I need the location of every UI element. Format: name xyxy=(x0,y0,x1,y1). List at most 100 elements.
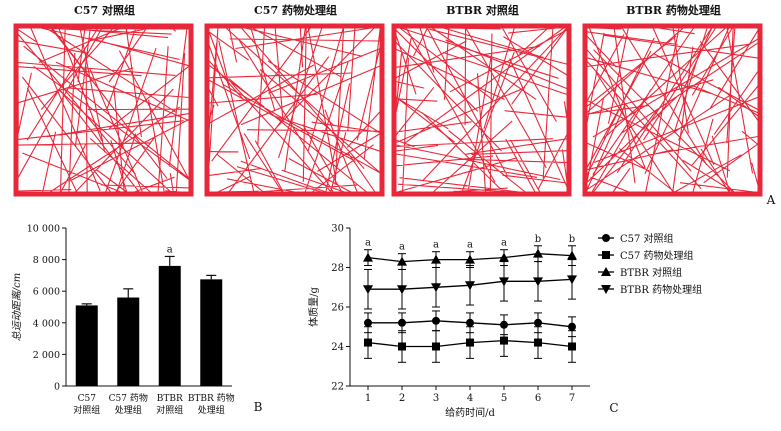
track-lines xyxy=(208,27,381,193)
b-y-tick-label: 8 000 xyxy=(33,255,60,266)
c-y-tick-label: 24 xyxy=(331,342,344,353)
point-2-3 xyxy=(465,254,475,264)
point-1-0 xyxy=(364,338,372,347)
track-title-1: C57 药物处理组 xyxy=(254,3,337,17)
c-x-tick-label: 3 xyxy=(433,393,439,404)
legend-label-2: BTBR 对照组 xyxy=(620,266,682,279)
open-field-track-0 xyxy=(13,23,194,197)
c-annotation-1: a xyxy=(399,242,405,253)
legend-marker-0 xyxy=(602,234,610,242)
point-2-5 xyxy=(533,248,543,258)
bar-1 xyxy=(117,297,140,386)
legend-label-1: C57 药物处理组 xyxy=(620,249,694,262)
open-field-track-2 xyxy=(391,23,572,197)
c-annotation-4: a xyxy=(501,238,507,249)
c-y-tick-label: 22 xyxy=(331,382,344,393)
point-3-5 xyxy=(533,277,543,287)
bar-category-label-0-1: 对照组 xyxy=(73,404,100,416)
c-annotation-2: a xyxy=(433,240,439,251)
bar-0 xyxy=(75,305,98,386)
bar-category-label-3-0: BTBR 药物 xyxy=(188,392,235,404)
bar-category-label-3-1: 处理组 xyxy=(198,404,225,416)
track-lines xyxy=(395,27,568,193)
point-1-6 xyxy=(568,342,576,351)
track-border xyxy=(13,23,194,197)
b-y-tick-label: 6 000 xyxy=(33,287,60,298)
b-y-tick-label: 2 000 xyxy=(33,350,60,361)
c-y-tick-label: 28 xyxy=(331,263,344,274)
point-0-1 xyxy=(398,318,406,327)
c-annotation-0: a xyxy=(365,238,371,249)
point-1-4 xyxy=(500,336,508,345)
series-2 xyxy=(363,245,577,270)
point-1-1 xyxy=(398,342,406,351)
point-2-1 xyxy=(397,256,407,266)
point-3-6 xyxy=(567,275,577,285)
point-1-5 xyxy=(534,338,542,347)
track-title-0: C57 对照组 xyxy=(74,3,135,17)
point-0-2 xyxy=(432,316,440,325)
track-title-2: BTBR 对照组 xyxy=(446,3,519,17)
track-title-3: BTBR 药物处理组 xyxy=(626,3,721,17)
open-field-track-3 xyxy=(582,23,763,197)
c-x-tick-label: 2 xyxy=(399,393,405,404)
point-3-1 xyxy=(397,285,407,295)
track-border xyxy=(582,23,763,197)
point-2-2 xyxy=(431,254,441,264)
panel-label-b: B xyxy=(254,400,263,414)
bar-category-label-2-0: BTBR xyxy=(157,394,183,404)
point-2-0 xyxy=(363,252,373,262)
point-3-3 xyxy=(465,281,475,291)
panel-label-a: A xyxy=(766,193,776,207)
bar-category-label-2-1: 对照组 xyxy=(156,404,183,416)
point-2-4 xyxy=(499,252,509,262)
c-annotation-5: b xyxy=(535,234,541,245)
bar-category-label-1-0: C57 药物 xyxy=(109,392,148,404)
track-lines xyxy=(17,27,190,193)
bar-3 xyxy=(200,279,223,386)
point-3-0 xyxy=(363,285,373,295)
point-1-2 xyxy=(432,342,440,351)
legend-marker-3 xyxy=(601,285,611,294)
c-y-tick-label: 26 xyxy=(331,303,344,314)
c-x-tick-label: 1 xyxy=(365,393,371,404)
series-3 xyxy=(363,259,577,310)
track-border xyxy=(391,23,572,197)
point-3-4 xyxy=(499,277,509,287)
series-1 xyxy=(364,324,576,363)
bar-category-label-0-0: C57 xyxy=(78,394,97,404)
track-lines xyxy=(586,27,759,193)
c-x-tick-label: 6 xyxy=(535,393,541,404)
bar-annotation-2: a xyxy=(167,244,173,255)
point-0-3 xyxy=(466,318,474,327)
c-x-tick-label: 5 xyxy=(501,393,507,404)
c-x-axis-label: 给药时间/d xyxy=(445,406,495,419)
legend-marker-1 xyxy=(602,251,610,259)
b-y-tick-label: 4 000 xyxy=(33,318,60,329)
c-y-tick-label: 30 xyxy=(331,224,344,235)
bar-category-label-1-1: 处理组 xyxy=(115,404,142,416)
panel-a: C57 对照组 C57 药物处理组 BTBR 对照组 BTBR 药物处理组 A xyxy=(13,3,776,207)
track-border xyxy=(204,23,385,197)
legend-label-3: BTBR 药物处理组 xyxy=(620,283,702,296)
panel-c: 22 24 26 28 30 1 2 3 4 5 6 7 给药时间/d 体质量/g a a a a a b b C57 对… xyxy=(308,224,702,420)
point-1-3 xyxy=(466,338,474,347)
c-x-tick-label: 4 xyxy=(467,393,473,404)
point-2-6 xyxy=(567,250,577,260)
legend-label-0: C57 对照组 xyxy=(620,232,674,245)
point-0-5 xyxy=(534,318,542,327)
point-0-6 xyxy=(568,322,576,331)
legend-marker-2 xyxy=(601,267,611,276)
point-3-2 xyxy=(431,283,441,293)
c-y-axis-label: 体质量/g xyxy=(308,287,320,327)
c-x-tick-label: 7 xyxy=(569,393,575,404)
open-field-track-1 xyxy=(204,23,385,197)
b-y-axis-label: 总运动距离/cm xyxy=(11,273,23,341)
bar-2 xyxy=(158,265,181,386)
c-annotation-3: a xyxy=(467,240,473,251)
panel-label-c: C xyxy=(609,401,618,415)
c-annotation-6: b xyxy=(569,234,575,245)
b-y-tick-label: 0 xyxy=(54,382,60,393)
